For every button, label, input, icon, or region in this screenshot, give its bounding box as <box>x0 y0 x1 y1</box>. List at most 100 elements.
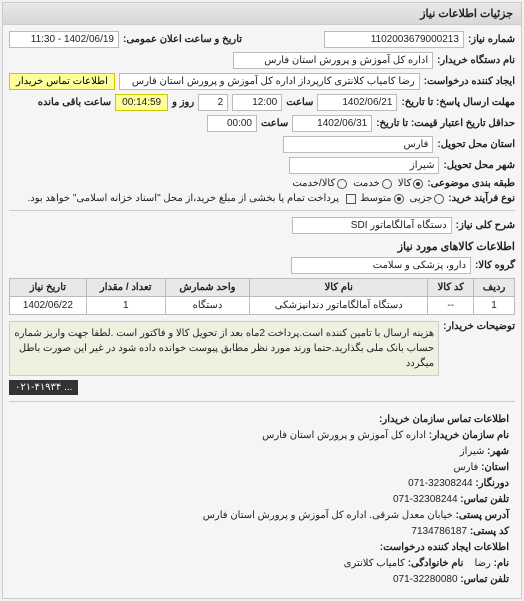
radio-kala-label: کالا <box>398 178 412 189</box>
process-radio-group: جزیی متوسط <box>360 193 444 204</box>
th-name: نام کالا <box>250 279 428 297</box>
request-no-value: 1102003679000213 <box>324 31 464 48</box>
delivery-city-value: شیراز <box>289 157 439 174</box>
public-date-label: تاریخ و ساعت اعلان عمومی: <box>123 34 242 45</box>
name-value: رضا <box>474 558 490 569</box>
td-code: -- <box>428 297 474 315</box>
answer-date-value: 1402/06/21 <box>317 94 397 111</box>
countdown-timer: 00:14:59 <box>115 94 168 111</box>
divider <box>9 210 515 211</box>
th-qty: تعداد / مقدار <box>86 279 165 297</box>
delivery-province-label: استان محل تحویل: <box>437 139 515 150</box>
family-value: کامیاب کلانتری <box>344 558 405 569</box>
creator-contact-title: اطلاعات ایجاد کننده درخواست: <box>380 542 509 553</box>
days-label: روز و <box>172 97 194 108</box>
row-delivery-city: شهر محل تحویل: شیراز <box>9 157 515 174</box>
radio-small[interactable]: جزیی <box>410 193 445 204</box>
row-category: طبقه بندی موضوعی: کالا خدمت کالا/خدمت <box>9 178 515 189</box>
phone-value: 32308244-071 <box>393 494 458 505</box>
postal-label: کد پستی: <box>470 526 509 537</box>
description-label: شرح کلی نیاز: <box>456 220 515 231</box>
contact-section-title: اطلاعات تماس سازمان خریدار: <box>379 414 509 425</box>
radio-khedmat[interactable]: خدمت <box>353 178 392 189</box>
radio-circle-icon <box>382 179 392 189</box>
org-name-label: نام سازمان خریدار: <box>429 430 509 441</box>
radio-small-label: جزیی <box>410 193 433 204</box>
validity-date-value: 1402/06/31 <box>292 115 372 132</box>
device-name-value: اداره کل آموزش و پرورش استان فارس <box>233 52 433 69</box>
row-validity: حداقل تاریخ اعتبار قیمت: تا تاریخ: 1402/… <box>9 115 515 132</box>
row-device-name: نام دستگاه خریدار: اداره کل آموزش و پرور… <box>9 52 515 69</box>
org-name-value: اداره کل آموزش و پرورش استان فارس <box>262 430 426 441</box>
items-section-title: اطلاعات کالاهای مورد نیاز <box>9 240 515 253</box>
row-answer-deadline: مهلت ارسال پاسخ: تا تاریخ: 1402/06/21 سا… <box>9 94 515 111</box>
td-unit: دستگاه <box>165 297 250 315</box>
fax-value: 32308244-071 <box>408 478 473 489</box>
device-name-label: نام دستگاه خریدار: <box>437 55 515 66</box>
row-delivery-province: استان محل تحویل: فارس <box>9 136 515 153</box>
td-name: دستگاه آمالگاماتور دندانپزشکی <box>250 297 428 315</box>
radio-circle-icon <box>337 179 347 189</box>
category-radio-group: کالا خدمت کالا/خدمت <box>292 178 423 189</box>
phone-watermark: ۰۲۱-۴۱۹۳۴ ... <box>9 380 78 395</box>
radio-circle-icon <box>413 179 423 189</box>
radio-circle-icon <box>394 194 404 204</box>
th-code: کد کالا <box>428 279 474 297</box>
row-description: شرح کلی نیاز: دستگاه آمالگاماتور SDI <box>9 217 515 234</box>
panel-title: جزئیات اطلاعات نیاز <box>3 3 521 25</box>
contact-info-block: اطلاعات تماس سازمان خریدار: نام سازمان خ… <box>9 408 515 592</box>
province-label: استان: <box>481 462 509 473</box>
validity-time-value: 00:00 <box>207 115 257 132</box>
treasury-checkbox[interactable] <box>346 194 356 204</box>
name-label: نام: <box>494 558 509 569</box>
description-value: دستگاه آمالگاماتور SDI <box>292 217 452 234</box>
address-label: آدرس پستی: <box>456 510 509 521</box>
radio-kala[interactable]: کالا <box>398 178 424 189</box>
fax-label: دورنگار: <box>475 478 509 489</box>
radio-both-label: کالا/خدمت <box>292 178 335 189</box>
request-no-label: شماره نیاز: <box>468 34 515 45</box>
days-remaining: 2 <box>198 94 228 111</box>
remain-label: ساعت باقی مانده <box>38 97 111 108</box>
radio-circle-icon <box>434 194 444 204</box>
radio-medium-label: متوسط <box>360 193 391 204</box>
process-label: نوع فرآیند خرید: <box>448 193 515 204</box>
answer-time-value: 12:00 <box>232 94 282 111</box>
province-value: فارس <box>453 462 478 473</box>
family-label: نام خانوادگی: <box>408 558 464 569</box>
td-index: 1 <box>474 297 515 315</box>
td-qty: 1 <box>86 297 165 315</box>
phone-watermark-row: ۰۲۱-۴۱۹۳۴ ... <box>9 380 515 395</box>
table-row: 1 -- دستگاه آمالگاماتور دندانپزشکی دستگا… <box>10 297 515 315</box>
city-label: شهر: <box>487 446 509 457</box>
divider <box>9 401 515 402</box>
row-process: نوع فرآیند خرید: جزیی متوسط پرداخت تمام … <box>9 193 515 204</box>
details-panel: جزئیات اطلاعات نیاز شماره نیاز: 11020036… <box>2 2 522 599</box>
row-group: گروه کالا: دارو، پزشکی و سلامت <box>9 257 515 274</box>
radio-medium[interactable]: متوسط <box>360 193 403 204</box>
th-date: تاریخ نیاز <box>10 279 87 297</box>
items-table: ردیف کد کالا نام کالا واحد شمارش تعداد /… <box>9 278 515 315</box>
contact-buyer-button[interactable]: اطلاعات تماس خریدار <box>9 73 115 90</box>
creator-label: ایجاد کننده درخواست: <box>424 76 515 87</box>
radio-khedmat-label: خدمت <box>353 178 380 189</box>
creator-value: رضا کامیاب کلانتری کارپرداز اداره کل آمو… <box>119 73 420 90</box>
city-value: شیراز <box>460 446 485 457</box>
process-note: پرداخت تمام یا بخشی از مبلغ خرید،از محل … <box>27 193 339 204</box>
answer-time-label: ساعت <box>286 97 313 108</box>
validity-label: حداقل تاریخ اعتبار قیمت: تا تاریخ: <box>376 118 515 129</box>
group-value: دارو، پزشکی و سلامت <box>291 257 471 274</box>
buyer-notes-label: توضیحات خریدار: <box>443 321 515 332</box>
table-header-row: ردیف کد کالا نام کالا واحد شمارش تعداد /… <box>10 279 515 297</box>
address-value: خیابان معدل شرقی. اداره کل آموزش و پرورش… <box>203 510 453 521</box>
buyer-notes-value: هزینه ارسال با تامین کننده است.پرداخت 2م… <box>9 321 439 376</box>
postal-value: 7134786187 <box>411 526 467 537</box>
group-label: گروه کالا: <box>475 260 515 271</box>
delivery-city-label: شهر محل تحویل: <box>443 160 515 171</box>
answer-deadline-label: مهلت ارسال پاسخ: تا تاریخ: <box>401 97 515 108</box>
validity-time-label: ساعت <box>261 118 288 129</box>
th-index: ردیف <box>474 279 515 297</box>
category-label: طبقه بندی موضوعی: <box>427 178 515 189</box>
td-date: 1402/06/22 <box>10 297 87 315</box>
radio-both[interactable]: کالا/خدمت <box>292 178 347 189</box>
